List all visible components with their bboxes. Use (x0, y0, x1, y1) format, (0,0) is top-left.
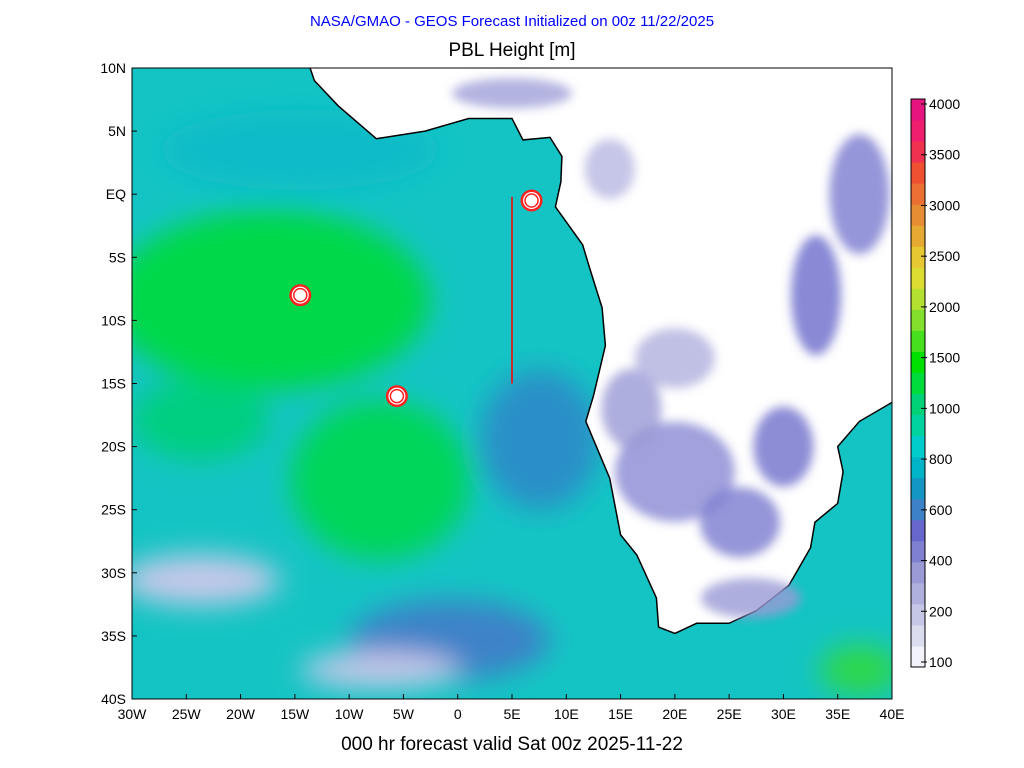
y-tick-label: 10N (100, 60, 126, 76)
site-marker (520, 189, 543, 212)
x-tick-label: 30W (118, 706, 148, 722)
land-shade (791, 235, 841, 356)
x-tick-label: 30E (771, 706, 796, 722)
colorbar-swatch (911, 246, 925, 268)
x-tick-label: 15W (280, 706, 310, 722)
colorbar-swatch (911, 183, 925, 205)
colorbar-label: 4000 (929, 96, 960, 112)
colorbar-swatch (911, 162, 925, 184)
y-tick-label: 5N (108, 123, 126, 139)
colorbar-swatch (911, 330, 925, 352)
land-shade (614, 421, 735, 522)
colorbar-label: 600 (929, 502, 953, 518)
x-tick-label: 10E (554, 706, 579, 722)
land-shade (753, 406, 814, 487)
y-tick-label: 20S (101, 439, 126, 455)
y-tick-label: EQ (106, 186, 126, 202)
colorbar-swatch (911, 288, 925, 310)
land-shade (700, 578, 801, 619)
colorbar-swatch (911, 351, 925, 373)
colorbar-swatch (911, 603, 925, 626)
colorbar-swatch (911, 582, 925, 605)
colorbar-swatch (911, 393, 925, 416)
x-tick-label: 20W (226, 706, 256, 722)
x-tick-label: 35E (825, 706, 850, 722)
pbl-blobs (132, 110, 892, 695)
x-tick-label: 5E (503, 706, 520, 722)
map-title: PBL Height [m] (448, 40, 576, 61)
x-tick-label: 0 (454, 706, 462, 722)
colorbar-swatch (911, 141, 925, 163)
x-tick-label: 20E (662, 706, 687, 722)
x-tick-label: 5W (393, 706, 415, 722)
colorbar-label: 1500 (929, 350, 960, 366)
land-shade (634, 328, 715, 389)
colorbar-swatch (911, 435, 925, 458)
forecast-valid-label: 000 hr forecast valid Sat 00z 2025-11-22 (341, 734, 683, 755)
site-marker (289, 284, 312, 307)
colorbar-label: 100 (929, 654, 953, 670)
land-pbl-shading (452, 78, 890, 619)
marker-center (524, 193, 539, 208)
colorbar-swatch (911, 456, 925, 479)
y-tick-label: 10S (101, 312, 126, 328)
colorbar-label: 200 (929, 603, 953, 619)
colorbar-swatch (911, 267, 925, 289)
colorbar-swatch (911, 498, 925, 521)
colorbar-label: 400 (929, 553, 953, 569)
colorbar-swatch (911, 120, 925, 142)
colorbar-label: 1000 (929, 400, 960, 416)
colorbar-frame (910, 98, 926, 668)
colorbar-label: 800 (929, 451, 953, 467)
land-shade (601, 368, 662, 449)
colorbar-swatch (911, 372, 925, 395)
y-tick-label: 5S (109, 249, 126, 265)
colorbar-swatch (911, 540, 925, 563)
colorbar-swatch (911, 645, 925, 668)
site-marker (385, 385, 408, 408)
x-tick-label: 40E (880, 706, 905, 722)
y-tick-label: 30S (101, 565, 126, 581)
colorbar-swatch (911, 624, 925, 647)
y-tick-label: 15S (101, 376, 126, 392)
colorbar-swatch (911, 204, 925, 226)
colorbar-swatch (911, 477, 925, 500)
marker-center (293, 287, 308, 303)
colorbar-swatch (911, 519, 925, 542)
colorbar-swatch (911, 99, 925, 121)
colorbar-label: 3500 (929, 147, 960, 163)
supertitle: NASA/GMAO - GEOS Forecast Initialized on… (309, 13, 715, 30)
colorbar-label: 3000 (929, 197, 960, 213)
colorbar-swatch (911, 309, 925, 331)
y-tick-label: 35S (101, 628, 126, 644)
x-tick-label: 10W (335, 706, 365, 722)
colorbar-swatch (911, 561, 925, 584)
colorbar-label: 2000 (929, 299, 960, 315)
colorbar-swatch (911, 414, 925, 437)
y-tick-label: 40S (101, 691, 126, 707)
marker-center (389, 388, 405, 404)
colorbar-label: 2500 (929, 248, 960, 264)
colorbar-swatch (911, 225, 925, 247)
y-tick-label: 25S (101, 502, 126, 518)
x-tick-label: 15E (608, 706, 633, 722)
land-shade (452, 78, 572, 109)
map-field (132, 68, 892, 699)
x-tick-label: 25E (717, 706, 742, 722)
land-shade (829, 134, 890, 255)
land-shade (700, 487, 780, 558)
x-tick-label: 25W (172, 706, 202, 722)
land-shade (584, 138, 635, 199)
